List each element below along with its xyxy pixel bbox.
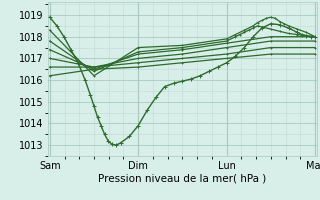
X-axis label: Pression niveau de la mer( hPa ): Pression niveau de la mer( hPa )	[98, 174, 267, 184]
